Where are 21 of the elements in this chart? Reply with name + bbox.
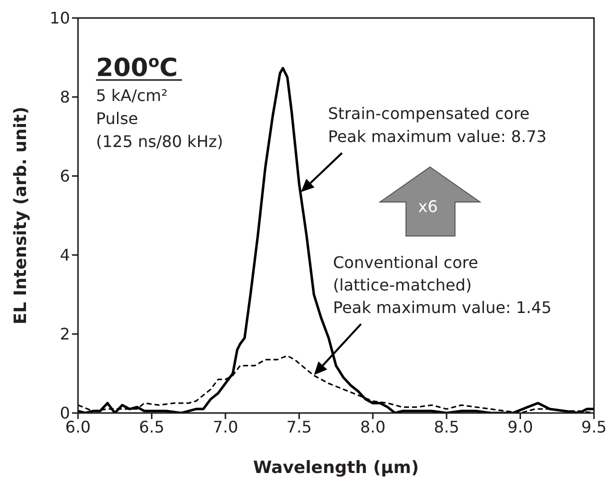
x-tick-label: 9.5 [581,417,607,436]
x-tick-label: 9.0 [508,417,534,436]
y-tick-label: 10 [50,8,70,28]
x-tick-label: 8.5 [434,417,460,436]
x-tick-label: 7.0 [212,417,238,436]
annotation: 5 kA/cm² [96,86,168,105]
x-tick-label: 6.5 [138,417,164,436]
y-tick-label: 2 [60,324,70,344]
annotation: Pulse [96,109,138,128]
y-tick-label: 8 [60,88,70,107]
x-axis-title: Wavelength (μm) [253,458,419,478]
x-tick-label: 7.5 [286,417,312,436]
x-tick-label: 8.0 [360,417,386,436]
annotation: (125 ns/80 kHz) [96,132,224,151]
annotation: 200$^{o}$C [96,52,178,82]
annotation: x6 [418,197,438,216]
y-tick-label: 6 [60,166,70,186]
annotation: Conventional core (lattice-matched) Peak maximum value: 1.45 [333,253,552,317]
annotation: Strain-compensated core Peak maximum value: 8.73 [328,104,547,146]
y-axis-title: EL Intensity (arb. unit) [11,106,31,324]
y-tick-label: 4 [60,246,70,265]
